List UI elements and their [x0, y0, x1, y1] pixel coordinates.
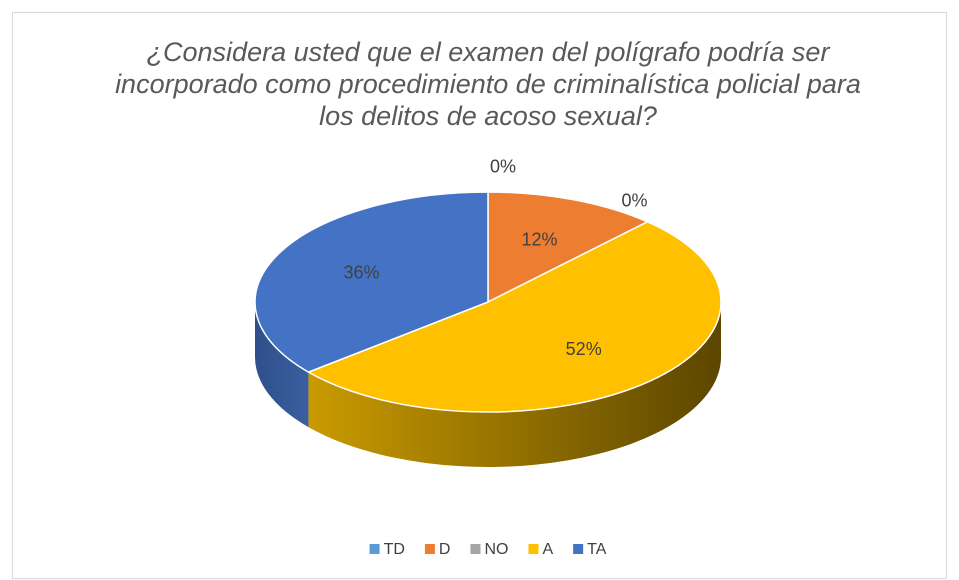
slice-side [308, 302, 721, 468]
slice [306, 220, 722, 413]
data-label: 52% [566, 339, 602, 359]
legend-label: TA [587, 541, 607, 558]
legend-swatch [470, 544, 481, 554]
chart-title: ¿Considera usted que el examen del políg… [115, 37, 861, 131]
legend-label: D [439, 541, 451, 558]
data-label: 36% [343, 263, 379, 283]
legend-swatch [573, 544, 584, 554]
data-label: 0% [490, 156, 516, 176]
legend-label: TD [384, 541, 405, 558]
data-label: 0% [622, 191, 648, 211]
slice-side [255, 302, 309, 428]
slice [487, 191, 650, 304]
legend-swatch [528, 544, 539, 554]
legend-swatch [424, 544, 435, 554]
data-label: 12% [521, 229, 557, 249]
legend-label: A [542, 541, 553, 558]
slice [254, 191, 489, 373]
legend-swatch [369, 544, 380, 554]
legend-label: NO [484, 541, 508, 558]
